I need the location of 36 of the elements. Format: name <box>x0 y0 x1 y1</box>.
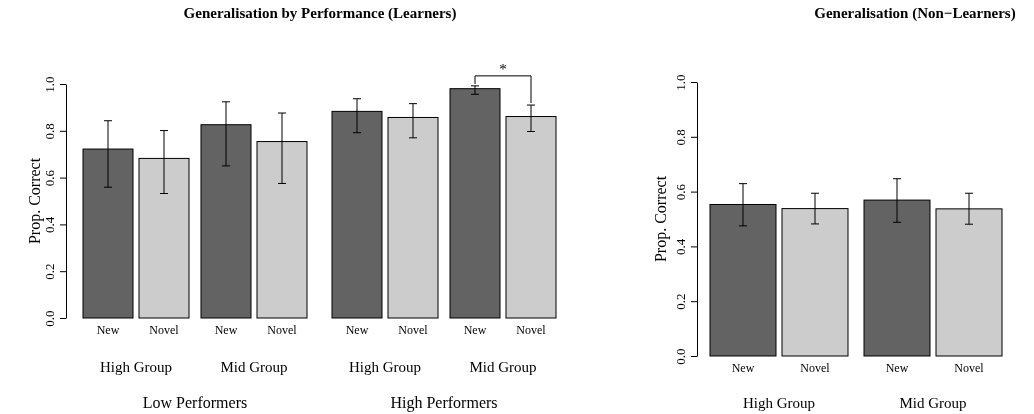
x-tick-label: Novel <box>954 361 985 375</box>
text: High Group <box>99 359 173 375</box>
x-tick-label: New <box>885 361 909 375</box>
chart-title: Generalisation by Performance (Learners) <box>183 5 457 22</box>
y-tick-label: 0.2 <box>673 293 688 310</box>
y-tick-label: 0.6 <box>673 183 688 201</box>
chart-title: Generalisation (Non−Learners) <box>814 5 1016 22</box>
text: High Group <box>742 395 816 411</box>
y-tick-label: 1.0 <box>673 74 688 91</box>
y-tick-label: 0.8 <box>673 129 688 146</box>
y-tick-label: 0.2 <box>42 263 57 280</box>
text: High Group <box>348 359 422 375</box>
y-tick-label: 0.0 <box>42 310 57 327</box>
text: Mid Group <box>469 359 537 375</box>
y-tick-label: 1.0 <box>42 76 57 93</box>
y-axis-title: Prop. Correct <box>26 157 44 245</box>
y-axis-title: Prop. Correct <box>652 175 670 263</box>
y-tick-label: 0.4 <box>673 238 688 256</box>
y-tick-label: 0.8 <box>42 123 57 140</box>
x-tick-label: Novel <box>800 361 831 375</box>
x-tick-label: Novel <box>398 323 429 337</box>
x-tick-label: Novel <box>516 323 547 337</box>
x-tick-label: Novel <box>267 323 298 337</box>
x-tick-label: Novel <box>149 323 180 337</box>
x-tick-label: New <box>96 323 120 337</box>
text: Low Performers <box>142 394 248 411</box>
text: Mid Group <box>220 359 288 375</box>
y-tick-label: 0.0 <box>673 348 688 365</box>
x-tick-label: New <box>345 323 369 337</box>
text: Mid Group <box>899 395 967 411</box>
x-tick-label: New <box>731 361 755 375</box>
text: * <box>499 60 507 77</box>
y-tick-label: 0.6 <box>42 169 57 187</box>
text: High Performers <box>390 394 498 412</box>
x-tick-label: New <box>463 323 487 337</box>
x-tick-label: New <box>214 323 238 337</box>
